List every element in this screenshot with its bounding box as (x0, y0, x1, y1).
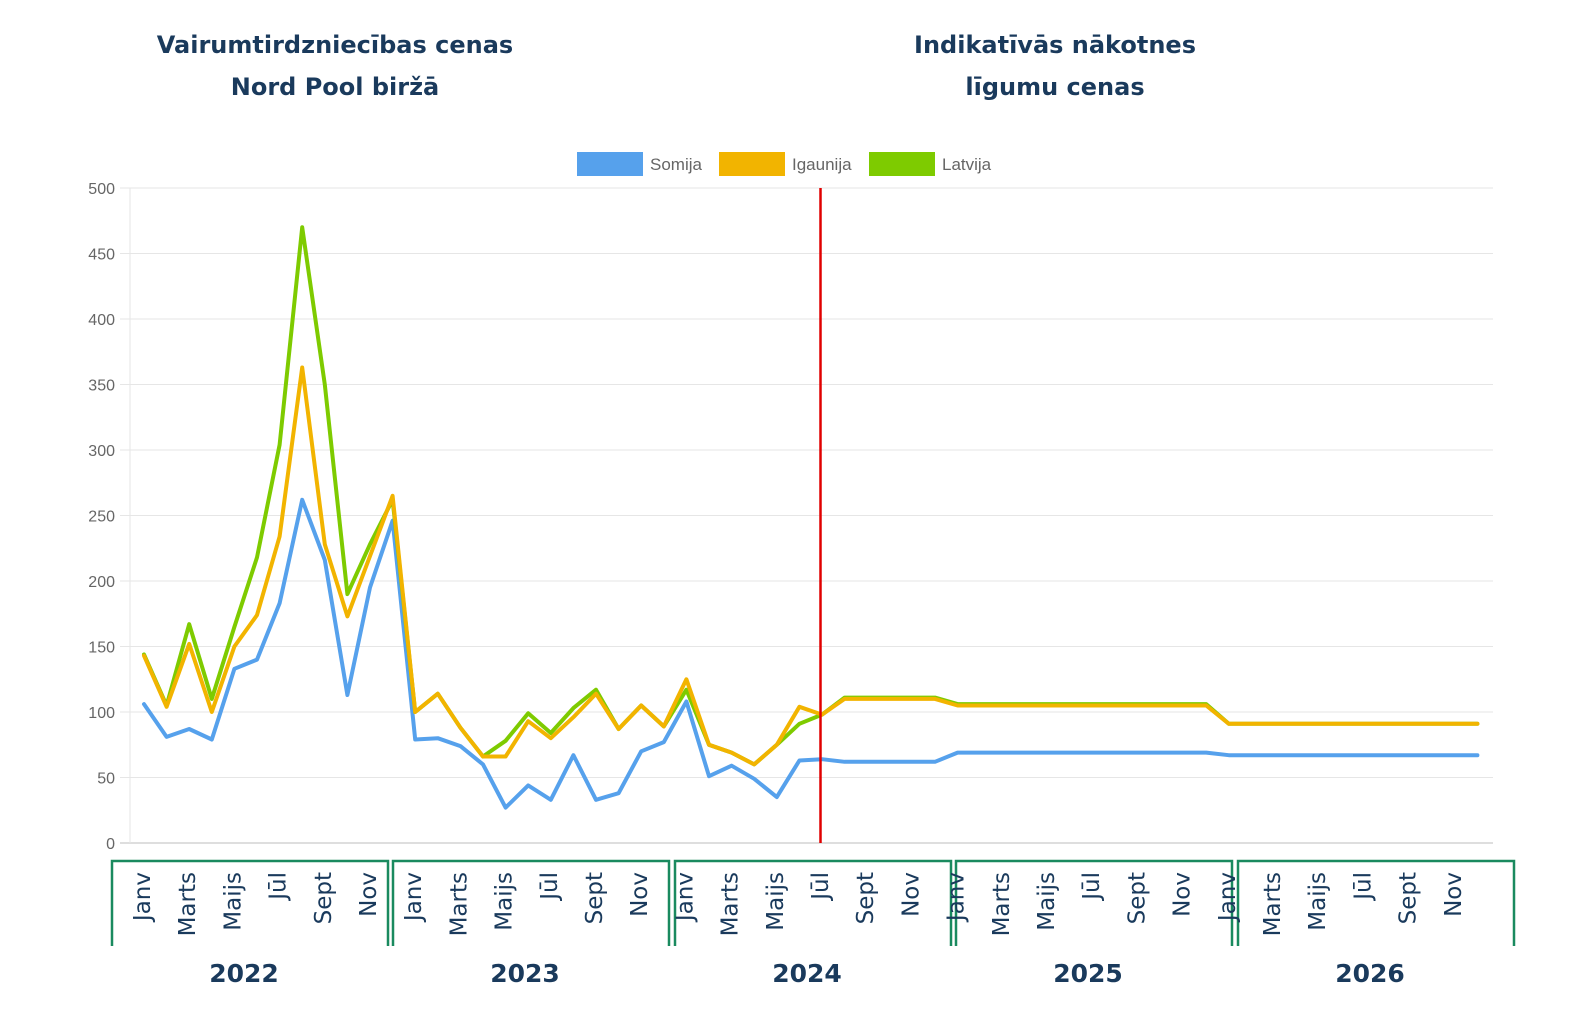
month-label-2024-1: Marts (718, 872, 744, 936)
heading-futures-prices: Indikatīvās nākotnes līgumu cenas (870, 24, 1240, 108)
legend-swatch-latvija (869, 152, 935, 176)
series-line-somija (142, 497, 1480, 810)
legend-label-igaunija: Igaunija (792, 155, 852, 174)
heading-left-line2: Nord Pool biržā (230, 73, 440, 101)
month-label-2024-4: Sept (853, 872, 879, 924)
y-tick-label-100: 100 (88, 705, 115, 722)
y-tick-label-150: 150 (88, 640, 115, 657)
month-label-2025-3: Jūl (1079, 872, 1105, 902)
heading-wholesale-prices: Vairumtirdzniecības cenas Nord Pool birž… (150, 24, 520, 108)
month-label-2022-0: Janv (130, 872, 156, 923)
y-tick-label-200: 200 (88, 574, 115, 591)
heading-right-line2: līgumu cenas (965, 73, 1145, 101)
y-tick-label-500: 500 (88, 181, 115, 198)
year-bracket-2023 (391, 859, 671, 946)
heading-right-line1: Indikatīvās nākotnes (914, 31, 1196, 59)
month-label-2022-4: Sept (311, 872, 337, 924)
y-tick-label-400: 400 (88, 312, 115, 329)
year-bracket-2024 (673, 859, 953, 946)
month-label-2023-4: Sept (582, 872, 608, 924)
legend-swatch-igaunija (719, 152, 785, 176)
month-label-2023-0: Janv (401, 872, 427, 923)
month-label-2025-1: Marts (989, 872, 1015, 936)
month-label-2026-1: Marts (1260, 872, 1286, 936)
y-tick-label-50: 50 (97, 771, 115, 788)
month-label-2025-5: Nov (1170, 872, 1196, 917)
month-label-2024-2: Maijs (763, 872, 789, 931)
legend-label-latvija: Latvija (942, 155, 992, 174)
month-label-2026-2: Maijs (1305, 872, 1331, 931)
month-label-2023-1: Marts (446, 872, 472, 936)
y-tick-label-250: 250 (88, 509, 115, 526)
month-label-2026-3: Jūl (1350, 872, 1376, 902)
month-label-2023-3: Jūl (537, 872, 563, 902)
month-label-2022-2: Maijs (220, 872, 246, 931)
year-bracket-2022 (110, 859, 390, 946)
month-label-2026-4: Sept (1396, 872, 1422, 924)
y-tick-label-300: 300 (88, 443, 115, 460)
year-label-2025: 2025 (1053, 959, 1123, 988)
year-label-2022: 2022 (209, 959, 279, 988)
month-label-2026-0: Janv (1215, 872, 1241, 923)
legend-label-somija: Somija (650, 155, 703, 174)
legend-swatch-somija (577, 152, 643, 176)
y-tick-label-350: 350 (88, 378, 115, 395)
month-label-2024-3: Jūl (808, 872, 834, 902)
month-label-2023-5: Nov (627, 872, 653, 917)
y-tick-label-0: 0 (106, 836, 115, 853)
month-label-2023-2: Maijs (492, 872, 518, 931)
heading-left-line1: Vairumtirdzniecības cenas (156, 31, 514, 59)
month-label-2022-5: Nov (356, 872, 382, 917)
month-label-2026-5: Nov (1441, 872, 1467, 917)
year-bracket-2025 (954, 859, 1234, 946)
series-line-igaunija (142, 365, 1480, 767)
month-label-2025-0: Janv (944, 872, 970, 923)
year-bracket-2026 (1236, 859, 1516, 946)
month-label-2025-2: Maijs (1034, 872, 1060, 931)
year-label-2023: 2023 (490, 959, 560, 988)
month-label-2024-5: Nov (898, 872, 924, 917)
month-label-2022-1: Marts (175, 872, 201, 936)
year-label-2024: 2024 (772, 959, 842, 988)
month-label-2024-0: Janv (672, 872, 698, 923)
month-label-2022-3: Jūl (266, 872, 292, 902)
year-label-2026: 2026 (1335, 959, 1405, 988)
month-label-2025-4: Sept (1124, 872, 1150, 924)
y-tick-label-450: 450 (88, 247, 115, 264)
